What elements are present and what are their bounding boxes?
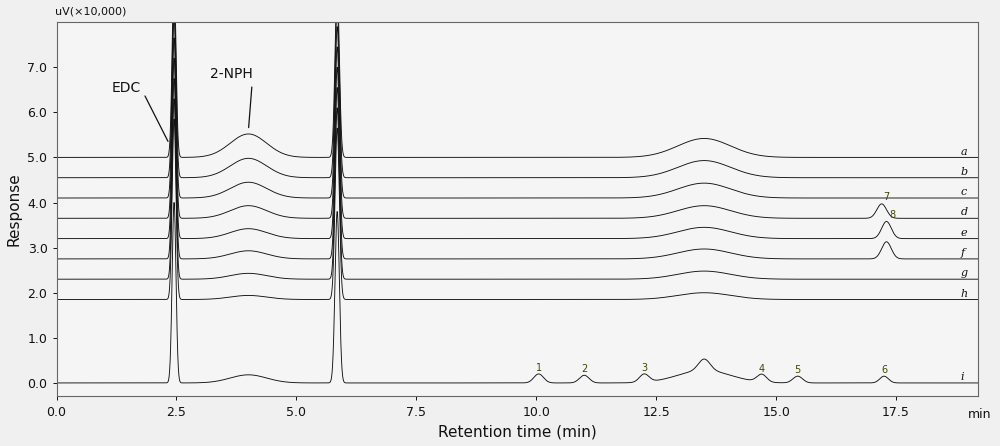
Text: 6: 6 <box>881 365 887 375</box>
Text: 1: 1 <box>536 363 542 372</box>
Text: 5: 5 <box>795 365 801 375</box>
Text: 7: 7 <box>883 192 890 202</box>
Text: 4: 4 <box>759 364 765 374</box>
Text: c: c <box>961 187 967 197</box>
Text: d: d <box>961 207 968 217</box>
Text: h: h <box>961 289 968 298</box>
Text: e: e <box>961 228 967 238</box>
Text: 2: 2 <box>581 364 587 374</box>
Text: min: min <box>968 408 992 421</box>
Text: 2-NPH: 2-NPH <box>210 67 253 128</box>
Text: EDC: EDC <box>112 81 168 141</box>
Text: a: a <box>961 146 967 157</box>
Text: 3: 3 <box>641 363 647 373</box>
Y-axis label: Response: Response <box>7 173 22 246</box>
Text: i: i <box>961 372 964 382</box>
Text: g: g <box>961 268 968 278</box>
Text: 8: 8 <box>889 210 895 220</box>
Text: f: f <box>961 248 965 258</box>
Text: b: b <box>961 167 968 177</box>
X-axis label: Retention time (min): Retention time (min) <box>438 424 596 439</box>
Text: uV(×10,000): uV(×10,000) <box>55 7 126 17</box>
